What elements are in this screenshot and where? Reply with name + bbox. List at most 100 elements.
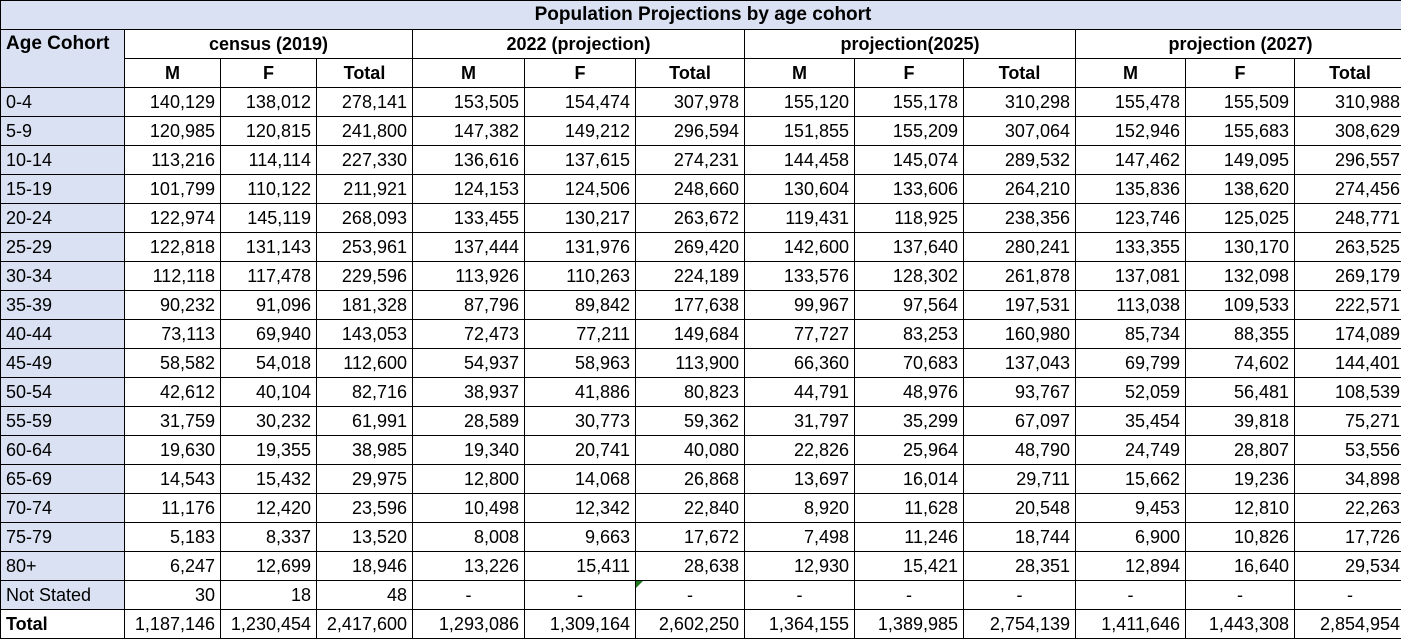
value-cell: 108,539 [1293, 377, 1401, 407]
value-cell: 56,481 [1185, 377, 1295, 407]
value-cell: 22,263 [1293, 493, 1401, 523]
total-row: Total 1,187,146 1,230,454 2,417,600 1,293,08… [0, 609, 1401, 639]
total-value-cell: 2,602,250 [635, 609, 745, 639]
value-cell: 143,053 [316, 319, 413, 349]
value-cell: 130,217 [524, 203, 636, 233]
age-cohort-cell: 55-59 [0, 406, 125, 436]
value-cell: 133,355 [1075, 232, 1186, 262]
value-cell: 264,210 [963, 174, 1076, 204]
value-cell: 224,189 [635, 261, 745, 291]
value-cell: 137,444 [412, 232, 525, 262]
value-cell: 238,356 [963, 203, 1076, 233]
value-cell: 289,532 [963, 145, 1076, 175]
value-cell: 19,355 [220, 435, 317, 465]
value-cell: 35,454 [1075, 406, 1186, 436]
value-cell: 147,382 [412, 116, 525, 146]
value-cell: 229,596 [316, 261, 413, 291]
value-cell: 28,589 [412, 406, 525, 436]
value-cell: 25,964 [854, 435, 964, 465]
cell-comment-marker-icon [636, 581, 643, 588]
value-cell: 125,025 [1185, 203, 1295, 233]
value-cell: 5,183 [124, 522, 221, 552]
age-cohort-cell: 60-64 [0, 435, 125, 465]
value-cell: 58,582 [124, 348, 221, 378]
value-cell: 136,616 [412, 145, 525, 175]
group-header-projection-2025: projection(2025) [744, 29, 1076, 59]
sub-header-f: F [524, 58, 636, 88]
table-row: Not Stated 30 18 48- - - - - - - - - [0, 580, 1401, 610]
sub-header-f: F [220, 58, 317, 88]
value-cell: 140,129 [124, 87, 221, 117]
group-header-projection-2027: projection (2027) [1074, 29, 1401, 59]
total-value-cell: 2,854,954 [1293, 609, 1401, 639]
value-cell: 80,823 [635, 377, 745, 407]
value-cell: 54,937 [412, 348, 525, 378]
value-cell: 38,985 [316, 435, 413, 465]
value-cell: 12,894 [1075, 551, 1186, 581]
value-cell: 131,143 [220, 232, 317, 262]
value-cell: 83,253 [854, 319, 964, 349]
value-cell: 28,638 [635, 551, 745, 581]
age-cohort-cell: 30-34 [0, 261, 125, 291]
value-cell: 18,946 [316, 551, 413, 581]
value-cell: 48,976 [854, 377, 964, 407]
value-cell: 124,506 [524, 174, 636, 204]
age-cohort-cell: 15-19 [0, 174, 125, 204]
value-cell: 16,640 [1185, 551, 1295, 581]
value-cell: 10,826 [1185, 522, 1295, 552]
table-row: 45-49 58,582 54,018 112,600 54,937 58,963 113,… [0, 348, 1401, 378]
value-cell: 308,629 [1293, 116, 1401, 146]
table-row: 35-39 90,232 91,096 181,328 87,796 89,842 177,… [0, 290, 1401, 320]
value-text: - [687, 585, 693, 605]
value-cell: 28,351 [963, 551, 1076, 581]
table-row: 60-64 19,630 19,355 38,985 19,340 20,741 40,08… [0, 435, 1401, 465]
value-cell: 137,640 [854, 232, 964, 262]
total-value-cell: 1,293,086 [412, 609, 525, 639]
age-cohort-cell: 75-79 [0, 522, 125, 552]
value-cell: 149,212 [524, 116, 636, 146]
age-cohort-cell: 50-54 [0, 377, 125, 407]
value-cell: 269,179 [1293, 261, 1401, 291]
value-cell: 112,118 [124, 261, 221, 291]
total-value-cell: 2,417,600 [316, 609, 413, 639]
value-cell: 28,807 [1185, 435, 1295, 465]
value-cell: 310,988 [1293, 87, 1401, 117]
value-cell: 263,672 [635, 203, 745, 233]
value-cell: 53,556 [1293, 435, 1401, 465]
value-cell: 23,596 [316, 493, 413, 523]
value-cell: 15,421 [854, 551, 964, 581]
age-cohort-cell: 0-4 [0, 87, 125, 117]
value-cell: 181,328 [316, 290, 413, 320]
value-cell: 307,978 [635, 87, 745, 117]
value-cell: 133,576 [744, 261, 855, 291]
group-header-census-2019: census (2019) [124, 29, 413, 59]
value-cell: 73,113 [124, 319, 221, 349]
value-cell: 160,980 [963, 319, 1076, 349]
value-cell: 118,925 [854, 203, 964, 233]
value-cell: 145,074 [854, 145, 964, 175]
value-cell: - [1185, 580, 1295, 610]
value-cell: 52,059 [1075, 377, 1186, 407]
age-cohort-cell: 35-39 [0, 290, 125, 320]
value-cell: 149,684 [635, 319, 745, 349]
value-cell: 153,505 [412, 87, 525, 117]
value-cell: 138,620 [1185, 174, 1295, 204]
value-cell: 19,630 [124, 435, 221, 465]
value-cell: 9,453 [1075, 493, 1186, 523]
age-cohort-cell: 20-24 [0, 203, 125, 233]
value-cell: 261,878 [963, 261, 1076, 291]
value-cell: 41,886 [524, 377, 636, 407]
age-cohort-cell: 70-74 [0, 493, 125, 523]
age-cohort-cell: 25-29 [0, 232, 125, 262]
total-value-cell: 1,389,985 [854, 609, 964, 639]
value-cell: 8,337 [220, 522, 317, 552]
value-cell: 66,360 [744, 348, 855, 378]
sub-header-total: Total [1293, 58, 1401, 88]
value-cell: 130,604 [744, 174, 855, 204]
value-cell: 149,095 [1185, 145, 1295, 175]
table-row: 75-79 5,183 8,337 13,520 8,008 9,663 17,672 7,4… [0, 522, 1401, 552]
total-value-cell: 1,443,308 [1185, 609, 1295, 639]
value-cell: 154,474 [524, 87, 636, 117]
sub-header-m: M [1075, 58, 1186, 88]
value-cell: 70,683 [854, 348, 964, 378]
